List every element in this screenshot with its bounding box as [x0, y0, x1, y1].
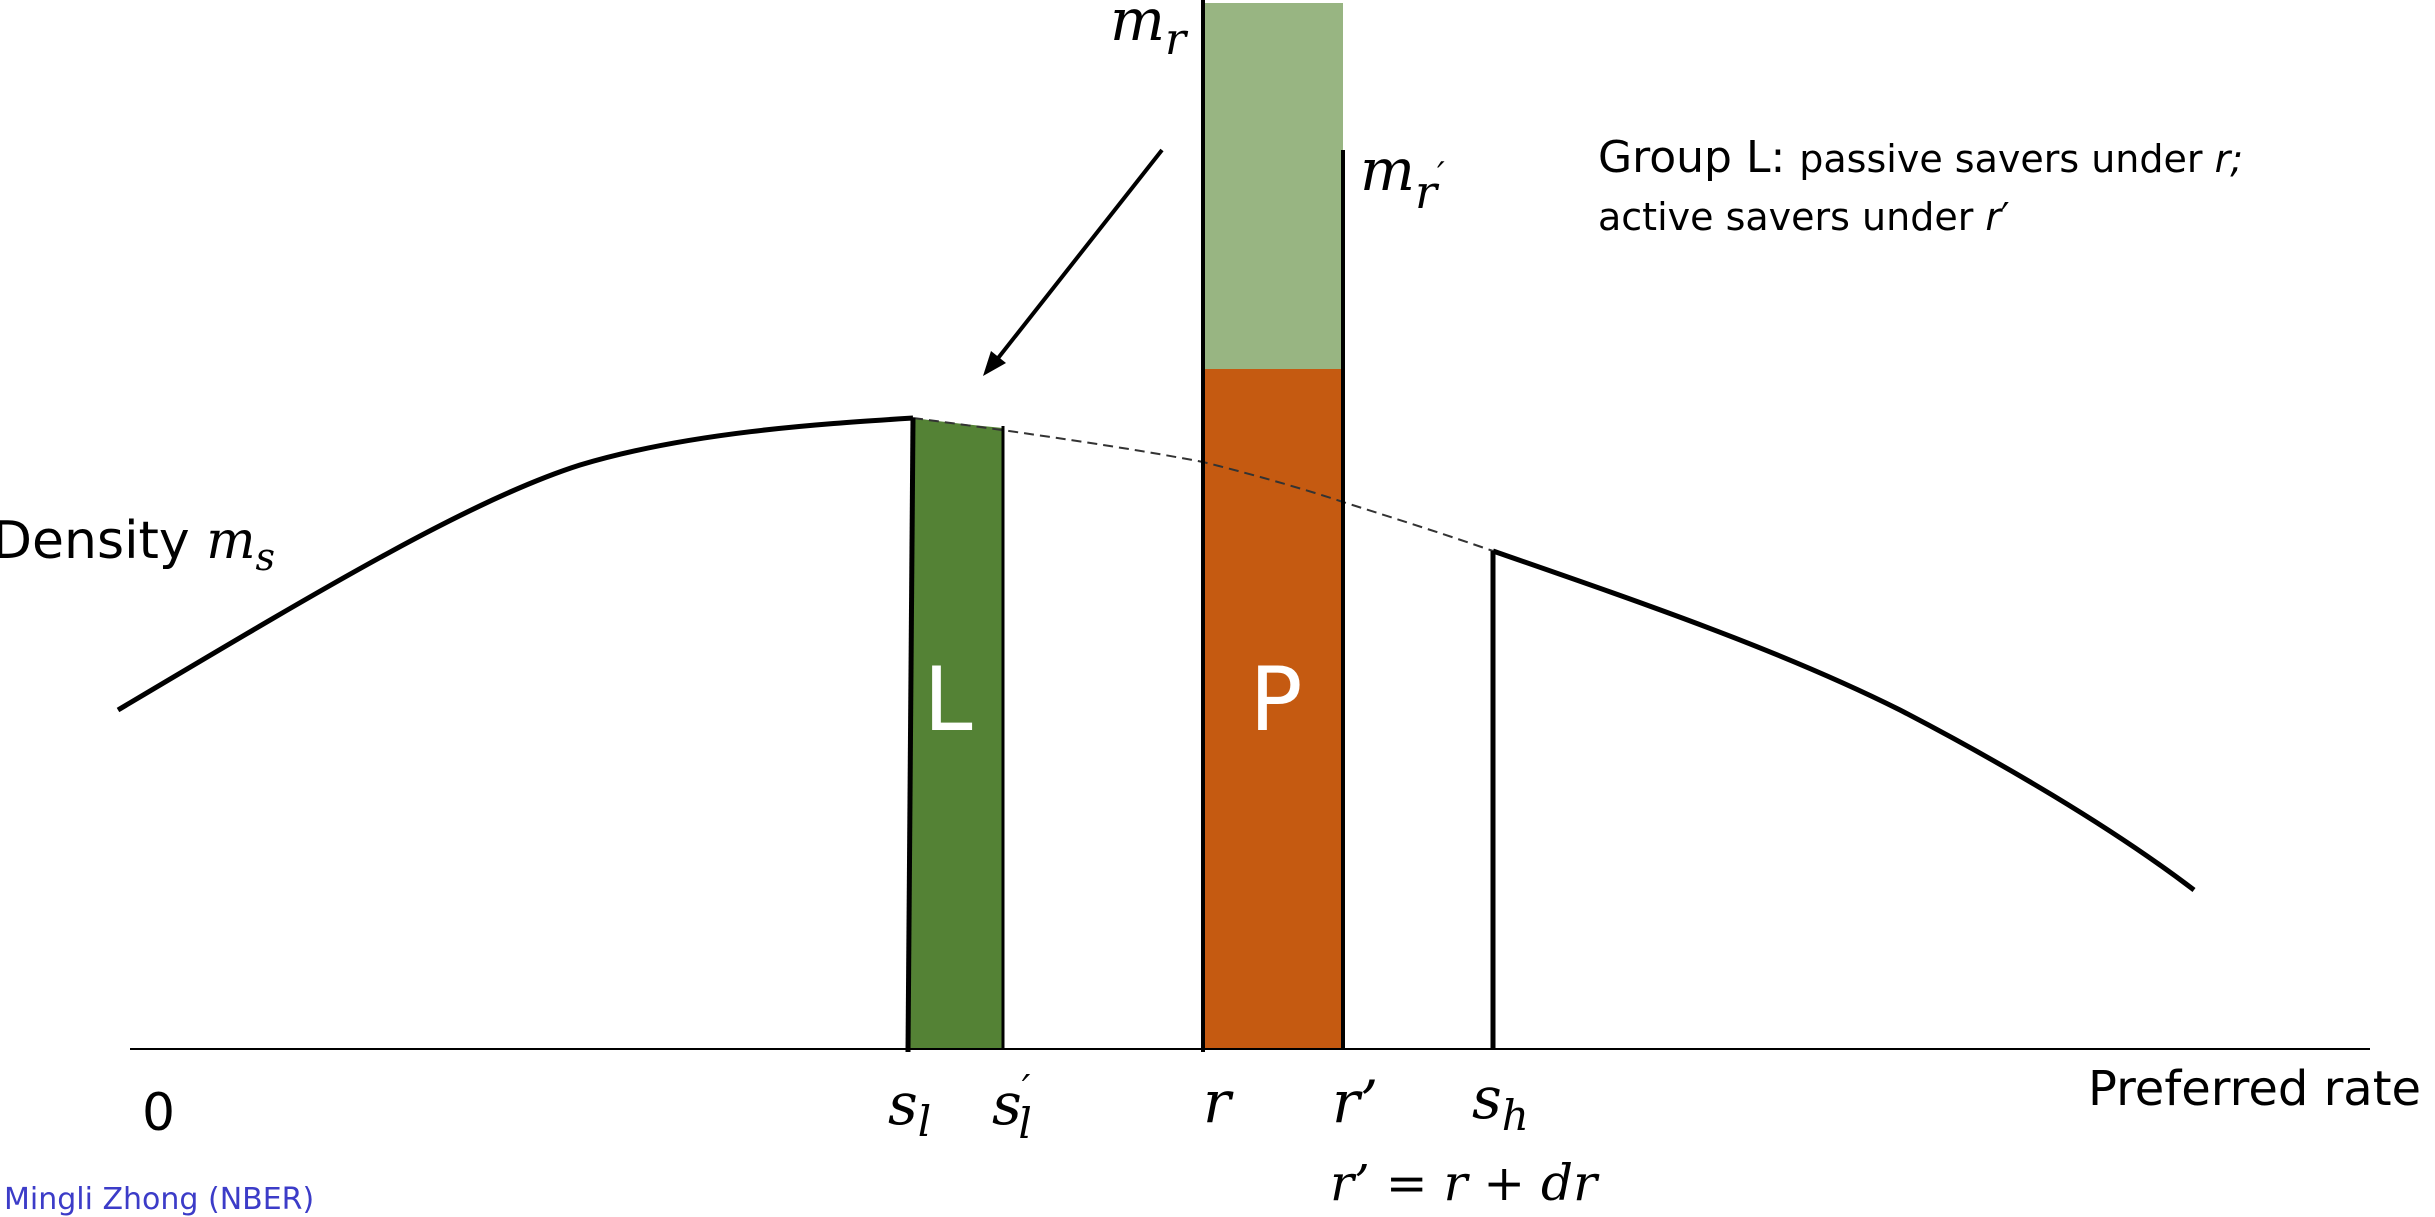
tick-zero: 0 — [142, 1083, 175, 1143]
tick-sl: sl — [888, 1070, 931, 1146]
density-label: Density ms — [0, 511, 275, 579]
tick-rp: r’ — [1332, 1068, 1378, 1136]
arrow-line — [993, 148, 1164, 364]
group-l-line-1: Group L: passive savers under r; — [1598, 132, 2243, 183]
region-p-fill — [1203, 369, 1343, 1048]
density-curve-left — [116, 415, 914, 713]
region-l-label: L — [923, 648, 972, 751]
equation-label: r’ = r + dr — [1330, 1154, 1600, 1206]
group-l-line-2: active savers under r′ — [1598, 195, 2010, 239]
region-m-r-fill — [1203, 3, 1343, 369]
footer-author: Mingli Zhong (NBER) — [4, 1182, 315, 1217]
m-rp-label: mr′ — [1360, 136, 1445, 219]
sl-vertical-line — [905, 417, 916, 1053]
axis-label: Preferred rate s — [2088, 1061, 2435, 1117]
region-p-label: P — [1249, 648, 1302, 751]
tick-r: r — [1203, 1068, 1234, 1136]
m-r-label: mr — [1110, 0, 1189, 65]
tick-slp: s′ l — [992, 1067, 1032, 1148]
region-l-fill — [908, 418, 1003, 1048]
density-curve-right — [1492, 548, 2196, 892]
tick-sh: sh — [1472, 1064, 1529, 1140]
density-curve-dashed — [912, 417, 1494, 552]
arrow-head — [983, 351, 1006, 376]
